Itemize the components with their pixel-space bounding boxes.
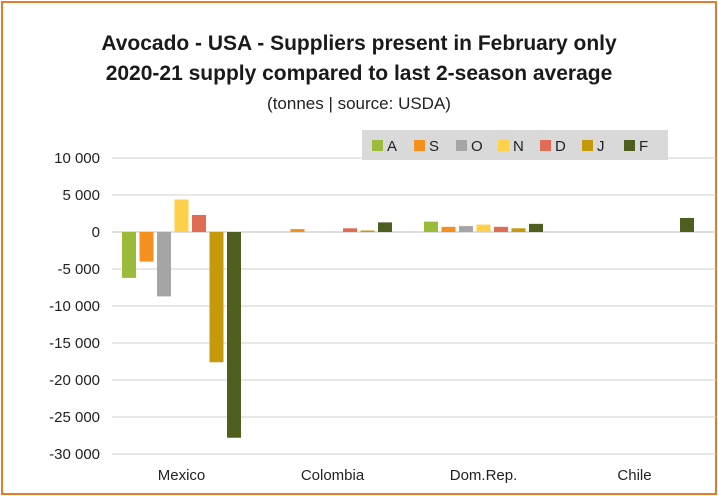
category-label: Chile — [617, 467, 651, 484]
legend-label-S: S — [429, 138, 439, 155]
bar-O-mexico — [157, 232, 171, 297]
bar-D-colombia — [343, 228, 357, 232]
legend-box — [362, 130, 668, 160]
y-axis: 10 000 5 000 0 -5 000 -10 000 -15 000 -20 000 -… — [49, 150, 100, 463]
bar-N-domrep — [476, 224, 491, 232]
bar-F-colombia — [378, 222, 392, 232]
legend-swatch-O — [456, 140, 467, 151]
legend-swatch-N — [498, 140, 509, 151]
category-label: Colombia — [301, 467, 365, 484]
y-tick-label: -20 000 — [49, 372, 100, 389]
legend-label-O: O — [471, 138, 483, 155]
y-tick-label: 5 000 — [62, 187, 100, 204]
bar-A-domrep — [424, 221, 438, 232]
bar-J-colombia — [360, 230, 375, 232]
legend-swatch-A — [372, 140, 383, 151]
y-tick-label: 0 — [92, 224, 100, 241]
legend-label-N: N — [513, 138, 524, 155]
gridlines — [112, 157, 716, 455]
bar-A-mexico — [122, 232, 136, 278]
category-label: Dom.Rep. — [450, 467, 518, 484]
bar-J-domrep — [511, 228, 526, 232]
bars — [122, 199, 694, 438]
category-label: Mexico — [158, 467, 206, 484]
legend-label-A: A — [387, 138, 397, 155]
bar-S-domrep — [441, 226, 456, 232]
legend-swatch-J — [582, 140, 593, 151]
chart-title-line2: 2020-21 supply compared to last 2-season… — [105, 62, 613, 85]
bar-S-colombia — [290, 229, 305, 232]
legend-label-D: D — [555, 138, 566, 155]
y-tick-label: -25 000 — [49, 409, 100, 426]
x-axis: Mexico Colombia Dom.Rep. Chile — [158, 467, 652, 484]
bar-N-mexico — [174, 199, 189, 232]
chart-subtitle: (tonnes | source: USDA) — [267, 94, 451, 113]
bar-F-mexico — [227, 232, 241, 438]
bar-O-domrep — [459, 226, 473, 232]
y-tick-label: -30 000 — [49, 446, 100, 463]
legend-label-F: F — [639, 138, 648, 155]
y-tick-label: 10 000 — [54, 150, 100, 167]
bar-D-domrep — [494, 226, 508, 232]
y-tick-label: -5 000 — [57, 261, 100, 278]
legend-label-J: J — [597, 138, 605, 155]
bar-F-chile — [680, 217, 694, 232]
chart-title: Avocado - USA - Suppliers present in Feb… — [101, 32, 617, 55]
legend-swatch-F — [624, 140, 635, 151]
legend-swatch-S — [414, 140, 425, 151]
y-tick-label: -15 000 — [49, 335, 100, 352]
bar-S-mexico — [139, 232, 154, 262]
bar-F-domrep — [529, 223, 543, 232]
legend-swatch-D — [540, 140, 551, 151]
y-tick-label: -10 000 — [49, 298, 100, 315]
bar-D-mexico — [192, 214, 206, 232]
bar-J-mexico — [209, 232, 224, 363]
